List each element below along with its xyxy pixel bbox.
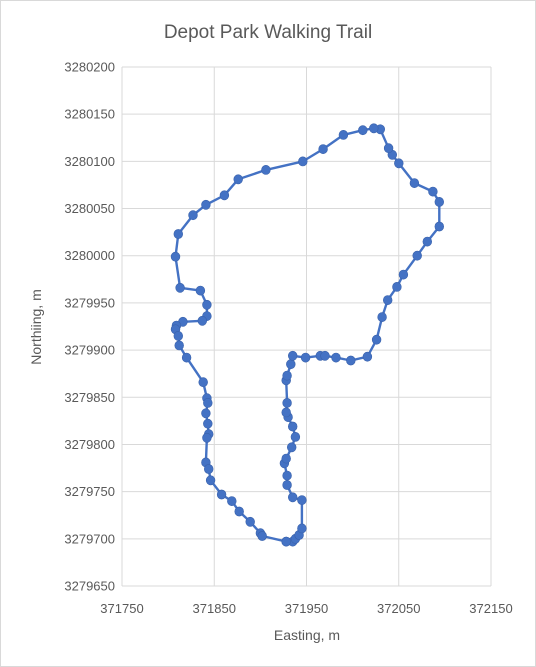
data-point xyxy=(398,269,409,280)
data-point xyxy=(320,350,330,361)
data-point xyxy=(394,158,404,169)
data-point xyxy=(174,340,184,351)
data-point xyxy=(233,174,243,185)
data-point xyxy=(409,178,420,188)
y-tick-label: 3280000 xyxy=(64,248,115,263)
y-tick-label: 3279850 xyxy=(64,390,115,405)
data-point xyxy=(216,489,227,500)
data-point xyxy=(204,464,214,474)
data-points xyxy=(170,123,444,547)
data-point xyxy=(286,359,296,370)
data-point xyxy=(358,125,368,136)
data-point xyxy=(203,397,213,408)
data-point xyxy=(297,523,307,534)
data-point xyxy=(282,397,292,408)
y-tick-label: 3280150 xyxy=(64,107,115,122)
data-point xyxy=(203,418,213,429)
data-point xyxy=(288,492,298,503)
data-point xyxy=(205,475,216,486)
data-point xyxy=(201,408,211,419)
data-point xyxy=(257,531,267,541)
data-point xyxy=(383,295,393,305)
data-point xyxy=(261,164,271,175)
data-point xyxy=(219,190,230,201)
data-point xyxy=(202,299,212,310)
y-tick-label: 3279950 xyxy=(64,295,115,310)
data-point xyxy=(173,330,184,341)
data-point xyxy=(338,129,349,140)
data-point xyxy=(297,495,307,505)
gridlines xyxy=(121,66,492,587)
y-tick-label: 3279900 xyxy=(64,343,115,358)
data-point xyxy=(428,186,438,197)
y-tick-label: 3280100 xyxy=(64,154,115,169)
data-point xyxy=(198,377,208,388)
data-point xyxy=(282,470,292,481)
data-point xyxy=(412,250,422,261)
data-point xyxy=(175,282,185,293)
data-point xyxy=(288,421,298,432)
y-axis-label: Northiing, m xyxy=(28,289,44,364)
data-point xyxy=(422,236,432,247)
x-tick-label: 371850 xyxy=(193,601,236,616)
data-point xyxy=(181,352,192,363)
data-point xyxy=(170,251,181,262)
data-point xyxy=(202,432,212,443)
data-point xyxy=(188,210,198,221)
x-tick-label: 371750 xyxy=(100,601,143,616)
data-point xyxy=(234,506,244,517)
x-axis-ticks: 371750 371850 371950 372050 372150 xyxy=(100,601,512,616)
y-tick-label: 3279800 xyxy=(64,437,115,452)
chart-title: Depot Park Walking Trail xyxy=(164,22,372,43)
trail-line xyxy=(174,127,441,543)
data-point xyxy=(298,156,308,167)
y-tick-label: 3280200 xyxy=(64,60,115,75)
x-axis-label: Easting, m xyxy=(274,627,340,643)
y-tick-label: 3280050 xyxy=(64,201,115,216)
data-point xyxy=(346,355,356,366)
x-tick-label: 371950 xyxy=(285,601,328,616)
y-tick-label: 3279650 xyxy=(64,579,115,594)
y-tick-label: 3279750 xyxy=(64,484,115,499)
data-point xyxy=(300,352,311,363)
x-tick-label: 372050 xyxy=(377,601,420,616)
x-tick-label: 372150 xyxy=(469,601,512,616)
data-point xyxy=(282,480,292,490)
data-point xyxy=(245,516,255,527)
data-point xyxy=(281,453,291,464)
data-point xyxy=(173,229,184,239)
data-point xyxy=(197,315,208,326)
data-point xyxy=(201,199,211,210)
data-point xyxy=(362,351,373,362)
data-point xyxy=(434,196,444,207)
data-point xyxy=(377,312,387,322)
data-point xyxy=(392,281,402,292)
data-point xyxy=(288,350,298,361)
data-point xyxy=(318,144,328,154)
y-tick-label: 3279700 xyxy=(64,531,115,546)
data-point xyxy=(383,143,394,154)
data-point xyxy=(369,123,379,134)
data-point xyxy=(282,370,292,381)
data-point xyxy=(281,407,291,418)
data-point xyxy=(434,221,444,232)
data-point xyxy=(331,352,341,363)
data-point xyxy=(195,285,206,296)
data-point xyxy=(227,496,237,506)
data-point xyxy=(290,431,301,442)
data-point xyxy=(281,536,291,547)
data-point xyxy=(287,442,297,453)
y-axis-ticks: 3279650 3279700 3279750 3279800 3279850 32799… xyxy=(64,60,115,594)
data-point xyxy=(371,334,382,345)
